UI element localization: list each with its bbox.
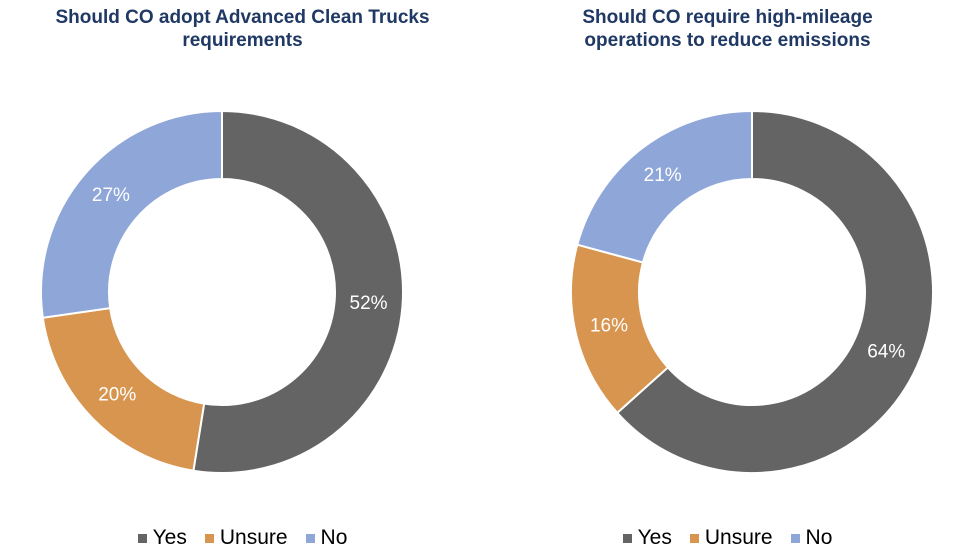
legend-swatch-unsure (204, 533, 214, 543)
chart-title-line-1: Should CO require high-mileage (582, 7, 873, 28)
donut-slice-no (576, 109, 753, 264)
legend-swatch-no (790, 533, 800, 543)
donut-slice-no (40, 109, 223, 319)
legend: Yes Unsure No (485, 526, 970, 550)
legend-swatch-unsure (689, 533, 699, 543)
legend-label-unsure: Unsure (219, 526, 288, 549)
data-label-no: 27% (92, 185, 130, 206)
donut-slice-yes (192, 109, 404, 474)
chart-title: Should CO require high-mileage operation… (485, 6, 970, 52)
chart-title-line-2: operations to reduce emissions (584, 30, 871, 51)
legend-item-yes: Yes (622, 526, 672, 550)
legend-item-unsure: Unsure (204, 526, 288, 550)
chart-adopt-act: Should CO adopt Advanced Clean Trucks re… (0, 6, 485, 550)
legend-label-yes: Yes (152, 526, 187, 549)
legend-item-unsure: Unsure (689, 526, 773, 550)
data-label-unsure: 20% (98, 385, 136, 406)
legend-item-yes: Yes (137, 526, 187, 550)
chart-title-line-1: Should CO adopt Advanced Clean Trucks (55, 7, 430, 28)
chart-high-mileage: Should CO require high-mileage operation… (485, 0, 970, 560)
legend: Yes Unsure No (0, 526, 485, 550)
chart-title-line-2: requirements (182, 30, 303, 51)
legend-item-no: No (790, 526, 833, 550)
donut-slice-yes (615, 109, 934, 474)
legend-item-no: No (305, 526, 348, 550)
legend-label-yes: Yes (637, 526, 672, 549)
donut-chart: 52% 20% 27% (40, 109, 404, 474)
legend-label-unsure: Unsure (704, 526, 773, 549)
chart-title: Should CO adopt Advanced Clean Trucks re… (0, 6, 485, 52)
data-label-yes: 52% (350, 293, 388, 314)
data-label-no: 21% (644, 165, 682, 186)
legend-swatch-yes (137, 533, 147, 543)
legend-swatch-yes (622, 533, 632, 543)
legend-swatch-no (305, 533, 315, 543)
data-label-yes: 64% (867, 341, 905, 362)
legend-label-no: No (805, 526, 833, 549)
legend-label-no: No (320, 526, 348, 549)
donut-chart: 64% 16% 21% (570, 109, 934, 474)
data-label-unsure: 16% (590, 315, 628, 336)
